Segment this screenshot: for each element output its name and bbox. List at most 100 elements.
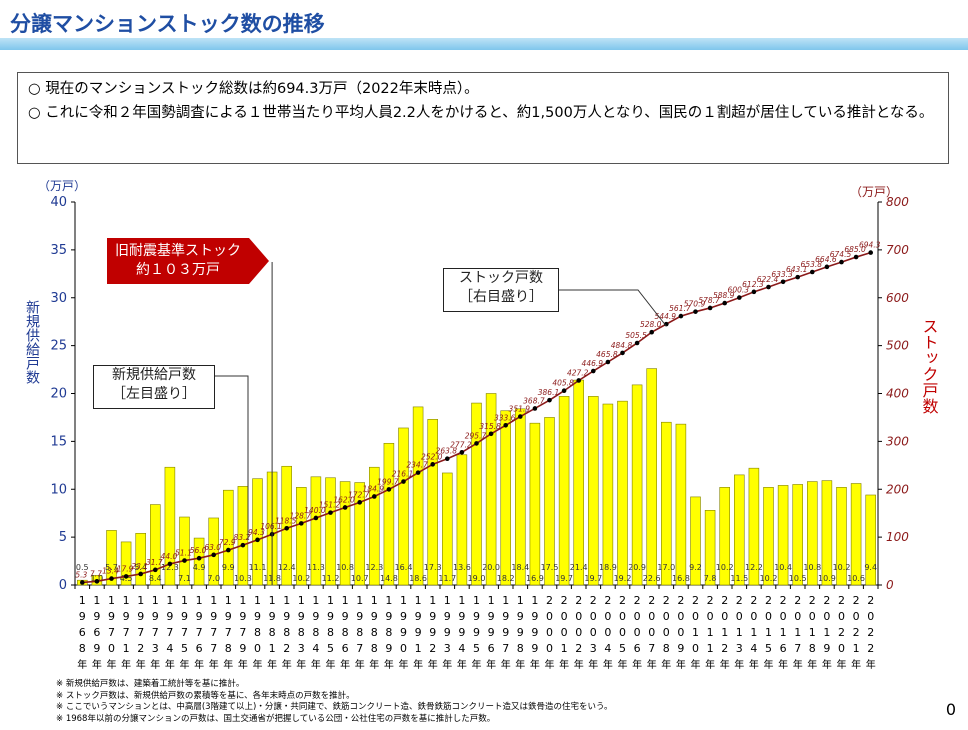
- supply-bar: [164, 466, 176, 586]
- stock-point-label: 368.7: [523, 396, 545, 405]
- supply-callout-line1: 新規供給戸数: [112, 367, 196, 383]
- x-tick-digit: 8: [663, 642, 670, 655]
- x-tick-digit: 4: [458, 642, 465, 655]
- x-tick-digit: 9: [239, 642, 246, 655]
- x-tick-digit: 2: [663, 594, 670, 607]
- x-tick-suffix: 年: [661, 658, 671, 671]
- x-tick-digit: 7: [181, 626, 188, 639]
- right-tick-label: 700: [886, 243, 909, 257]
- left-tick-label: 0: [59, 578, 67, 593]
- x-tick-digit: 9: [123, 610, 130, 623]
- supply-bar-label: 4.9: [193, 563, 206, 572]
- x-tick-digit: 0: [546, 626, 553, 639]
- x-tick-digit: 8: [225, 642, 232, 655]
- x-tick-digit: 5: [327, 642, 334, 655]
- x-tick-digit: 1: [429, 594, 436, 607]
- x-tick-digit: 1: [692, 626, 699, 639]
- x-tick-digit: 2: [867, 626, 874, 639]
- x-tick-digit: 8: [342, 626, 349, 639]
- x-tick-digit: 1: [780, 626, 787, 639]
- supply-bar-label: 20.9: [628, 563, 646, 572]
- x-tick-suffix: 年: [369, 658, 379, 671]
- supply-bar-label: 22.6: [643, 574, 661, 583]
- supply-bar-label: 10.5: [789, 574, 807, 583]
- x-tick-digit: 9: [415, 626, 422, 639]
- stock-point-label: 570.9: [684, 300, 706, 309]
- x-tick-digit: 9: [79, 610, 86, 623]
- stock-point-label: 17.9: [117, 564, 134, 573]
- supply-bar-label: 19.0: [468, 574, 486, 583]
- stock-callout-line2: ［右目盛り］: [459, 289, 543, 305]
- x-tick-digit: 9: [823, 642, 830, 655]
- x-tick-digit: 0: [853, 610, 860, 623]
- stock-point-label: 184.9: [363, 484, 385, 493]
- x-tick-digit: 1: [707, 642, 714, 655]
- x-tick-digit: 0: [590, 626, 597, 639]
- x-tick-digit: 2: [634, 594, 641, 607]
- x-tick-suffix: 年: [574, 658, 584, 671]
- stock-point-label: 612.3: [742, 280, 764, 289]
- supply-bar: [529, 422, 541, 586]
- x-tick-digit: 2: [867, 642, 874, 655]
- x-tick-digit: 9: [371, 610, 378, 623]
- x-tick-digit: 7: [225, 626, 232, 639]
- right-tick-label: 600: [886, 291, 909, 305]
- x-tick-digit: 7: [152, 626, 159, 639]
- supply-bar-label: 0.5: [76, 563, 89, 572]
- supply-bar-label: 11.3: [307, 563, 325, 572]
- x-tick-digit: 2: [137, 642, 144, 655]
- x-tick-suffix: 年: [253, 658, 263, 671]
- x-tick-suffix: 年: [77, 658, 87, 671]
- x-tick-digit: 9: [531, 626, 538, 639]
- x-tick-suffix: 年: [150, 658, 160, 671]
- supply-bar-label: 1.0: [91, 574, 104, 583]
- x-tick-digit: 2: [765, 594, 772, 607]
- x-tick-digit: 8: [269, 626, 276, 639]
- x-tick-digit: 0: [575, 610, 582, 623]
- supply-bar-label: 11.1: [249, 563, 267, 572]
- supply-bar-label: 18.2: [497, 574, 515, 583]
- left-tick-label: 35: [50, 243, 67, 258]
- x-tick-digit: 1: [269, 642, 276, 655]
- x-tick-digit: 1: [809, 626, 816, 639]
- x-tick-digit: 9: [239, 610, 246, 623]
- stock-point-label: 128.7: [290, 511, 312, 520]
- stock-point: [386, 487, 392, 492]
- left-tick-label: 25: [50, 339, 67, 354]
- supply-bar-label: 10.2: [716, 563, 734, 572]
- x-tick-digit: 1: [225, 594, 232, 607]
- x-tick-digit: 4: [166, 642, 173, 655]
- supply-bar: [807, 481, 818, 586]
- x-tick-digit: 7: [210, 642, 217, 655]
- x-tick-digit: 8: [809, 642, 816, 655]
- supply-bar: [836, 487, 847, 586]
- x-tick-digit: 5: [181, 642, 188, 655]
- stock-point: [255, 537, 260, 543]
- supply-bar-label: 12.3: [161, 563, 179, 572]
- x-tick-digit: 6: [79, 626, 86, 639]
- supply-bar: [471, 402, 482, 586]
- stock-point-label: 600.3: [728, 286, 750, 295]
- x-tick-suffix: 年: [778, 658, 788, 671]
- supply-bar: [690, 496, 701, 586]
- stock-point-label: 83.2: [234, 533, 251, 542]
- supply-bar-label: 10.6: [847, 574, 865, 583]
- stock-point-label: 674.5: [830, 250, 852, 259]
- x-tick-suffix: 年: [807, 658, 817, 671]
- supply-bar: [588, 396, 599, 586]
- supply-bar-label: 18.6: [409, 574, 427, 583]
- x-tick-digit: 0: [809, 610, 816, 623]
- supply-bar-label: 12.2: [745, 563, 763, 572]
- supply-bar-label: 10.4: [774, 563, 792, 572]
- x-tick-suffix: 年: [107, 658, 117, 671]
- x-tick-digit: 1: [371, 594, 378, 607]
- stock-point-label: 633.3: [771, 270, 793, 279]
- supply-bar: [500, 410, 511, 586]
- x-tick-digit: 1: [152, 594, 159, 607]
- stock-point-label: 386.1: [538, 388, 559, 397]
- x-tick-suffix: 年: [676, 658, 686, 671]
- supply-bar: [456, 454, 468, 586]
- x-tick-suffix: 年: [311, 658, 321, 671]
- x-tick-digit: 8: [371, 626, 378, 639]
- x-tick-suffix: 年: [355, 658, 365, 671]
